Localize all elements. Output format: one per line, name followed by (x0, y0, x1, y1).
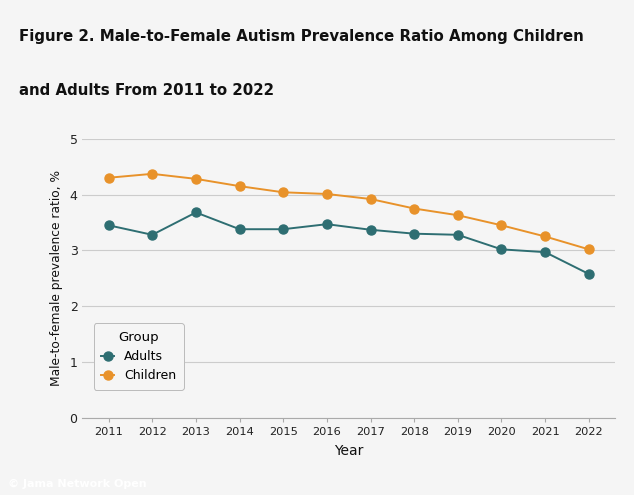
Text: © Jama Network Open: © Jama Network Open (8, 479, 146, 489)
Text: and Adults From 2011 to 2022: and Adults From 2011 to 2022 (19, 83, 274, 98)
Text: Figure 2. Male-to-Female Autism Prevalence Ratio Among Children: Figure 2. Male-to-Female Autism Prevalen… (19, 30, 584, 45)
X-axis label: Year: Year (334, 444, 363, 458)
Legend: Adults, Children: Adults, Children (94, 323, 184, 390)
Y-axis label: Male-to-female prevalence ratio, %: Male-to-female prevalence ratio, % (49, 170, 63, 387)
